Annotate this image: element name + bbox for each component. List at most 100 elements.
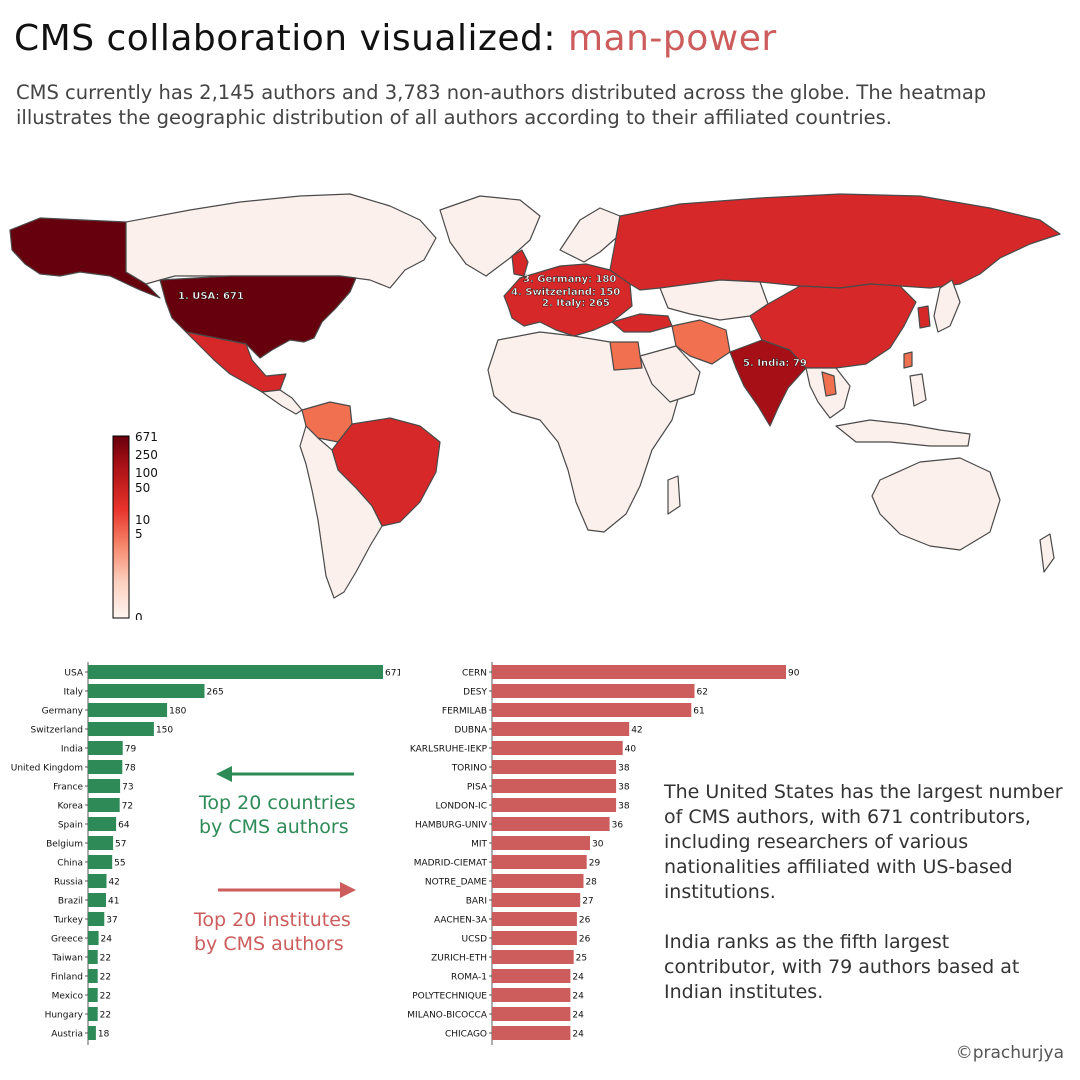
bar-belgium — [88, 836, 114, 850]
data-label: 61 — [693, 707, 704, 717]
bar-russia — [88, 874, 107, 888]
data-label: 78 — [124, 764, 136, 774]
tick-label: Mexico — [52, 992, 84, 1002]
data-label: 41 — [108, 897, 119, 907]
institutes-caption-line1: Top 20 institutes — [194, 909, 351, 931]
country-central-america — [261, 389, 303, 415]
tick-label: UCSD — [461, 935, 487, 945]
bar-aachen-3a — [492, 912, 577, 926]
data-label: 90 — [788, 669, 800, 679]
bar-torino — [492, 760, 617, 774]
country-arabia — [639, 345, 701, 403]
country-new-zealand — [1039, 533, 1055, 573]
tick-label: Italy — [63, 688, 83, 698]
bar-finland — [88, 969, 98, 983]
data-label: 38 — [618, 764, 630, 774]
bar-france — [88, 779, 121, 793]
data-label: 24 — [572, 973, 584, 983]
country-japan — [933, 279, 961, 333]
page-title: CMS collaboration visualized: man-power — [14, 18, 777, 59]
data-label: 30 — [592, 840, 604, 850]
data-label: 62 — [697, 688, 708, 698]
tick-label: MILANO-BICOCCA — [407, 1011, 488, 1021]
data-label: 25 — [576, 954, 587, 964]
institutes-bar-chart: CERN 90 DESY 62 FERMILAB 61 DUBNA 42 KARLSRUHE-I… — [407, 662, 800, 1045]
bar-dubna — [492, 722, 630, 736]
institutes-caption: Top 20 institutes by CMS authors — [194, 908, 351, 956]
country-turkey — [611, 313, 673, 333]
colorbar — [112, 435, 130, 619]
country-philippines — [909, 373, 927, 407]
map-annotations: 1. USA: 671 2. Italy: 265 3. Germany: 18… — [178, 274, 807, 369]
data-label: 55 — [114, 859, 125, 869]
copyright: ©prachurjya — [955, 1043, 1064, 1063]
bar-zurich-eth — [492, 950, 574, 964]
bar-roma-1 — [492, 969, 571, 983]
tick-label: Belgium — [46, 840, 83, 850]
country-greenland — [439, 195, 541, 277]
right-arrow-icon — [218, 882, 356, 898]
insight-india: India ranks as the fifth largest contrib… — [664, 931, 1020, 1003]
tick-label: DESY — [463, 688, 487, 698]
data-label: 22 — [100, 992, 111, 1002]
data-label: 64 — [118, 821, 130, 831]
countries-caption: Top 20 countries by CMS authors — [199, 791, 356, 839]
tick-label: BARI — [466, 897, 487, 907]
data-label: 22 — [100, 1011, 111, 1021]
bar-germany — [88, 703, 168, 717]
tick-label: HAMBURG-UNIV — [415, 821, 488, 831]
tick-label: Korea — [57, 802, 83, 812]
insight-usa: The United States has the largest number… — [664, 781, 1063, 903]
country-thailand — [821, 371, 837, 397]
tick-label: PISA — [467, 783, 488, 793]
bar-united-kingdom — [88, 760, 123, 774]
tick-label: DUBNA — [454, 726, 487, 736]
annotation-switzerland: 4. Switzerland: 150 — [511, 287, 620, 298]
bar-switzerland — [88, 722, 154, 736]
tick-label: LONDON-IC — [436, 802, 487, 812]
tick-label: USA — [64, 669, 83, 679]
countries-bar-chart: USA 671 Italy 265 Germany 180 Switzerland 150 In… — [11, 662, 400, 1045]
bar-madrid-ciemat — [492, 855, 587, 869]
annotation-italy: 2. Italy: 265 — [542, 298, 610, 309]
annotation-germany: 3. Germany: 180 — [523, 274, 616, 285]
bar-chicago — [492, 1026, 571, 1040]
data-label: 37 — [106, 916, 117, 926]
tick-label: MADRID-CIEMAT — [414, 859, 488, 869]
bar-india — [88, 741, 123, 755]
data-label: 24 — [572, 1011, 584, 1021]
data-label: 73 — [122, 783, 133, 793]
bar-polytechnique — [492, 988, 571, 1002]
country-indonesia — [835, 419, 971, 447]
bar-spain — [88, 817, 117, 831]
country-central-asia — [659, 279, 769, 321]
tick-label: ZURICH-ETH — [431, 954, 487, 964]
tick-label: India — [61, 745, 83, 755]
bar-china — [88, 855, 113, 869]
bar-austria — [88, 1026, 96, 1040]
country-madagascar — [667, 475, 681, 515]
bar-desy — [492, 684, 695, 698]
data-label: 72 — [122, 802, 133, 812]
data-label: 36 — [612, 821, 624, 831]
bar-greece — [88, 931, 99, 945]
tick-label: FERMILAB — [442, 707, 487, 717]
data-label: 38 — [618, 802, 630, 812]
data-label: 57 — [115, 840, 126, 850]
data-label: 42 — [108, 878, 119, 888]
tick-label: Germany — [42, 707, 84, 717]
colorbar-tick: 100 — [135, 466, 158, 480]
data-label: 29 — [589, 859, 601, 869]
bar-karlsruhe-iekp — [492, 741, 623, 755]
colorbar-tick: 5 — [135, 527, 143, 541]
bar-london-ic — [492, 798, 617, 812]
tick-label: United Kingdom — [11, 764, 83, 774]
data-label: 22 — [100, 954, 111, 964]
tick-label: CERN — [462, 669, 487, 679]
country-usa — [159, 275, 357, 359]
bar-bari — [492, 893, 581, 907]
country-mexico — [185, 331, 287, 393]
data-label: 671 — [385, 669, 400, 679]
tick-label: Finland — [51, 973, 83, 983]
colorbar-tick: 671 — [135, 430, 158, 444]
